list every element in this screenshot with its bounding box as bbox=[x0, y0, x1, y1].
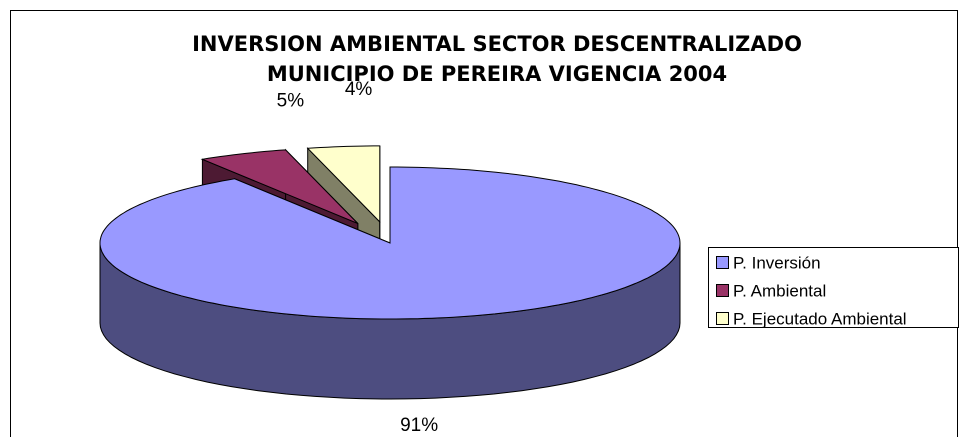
legend-frame bbox=[708, 247, 959, 328]
chart-title: INVERSION AMBIENTAL SECTOR DESCENTRALIZA… bbox=[192, 32, 802, 56]
legend-label: P. Ambiental bbox=[733, 281, 826, 300]
chart-subtitle: MUNICIPIO DE PEREIRA VIGENCIA 2004 bbox=[267, 62, 727, 86]
data-label: 4% bbox=[345, 79, 373, 100]
legend-swatch bbox=[716, 284, 729, 297]
slice-top bbox=[99, 166, 681, 320]
data-label: 91% bbox=[400, 415, 438, 436]
legend-label: P. Inversión bbox=[733, 253, 821, 272]
legend: P. Inversión P. Ambiental P. Ejecutado Amb… bbox=[716, 253, 907, 328]
slice-top bbox=[306, 145, 381, 224]
pie-slice bbox=[99, 166, 681, 400]
legend-label: P. Ejecutado Ambiental bbox=[733, 309, 907, 328]
legend-swatch bbox=[716, 256, 729, 269]
slice-top bbox=[200, 149, 359, 224]
pie: 91% 5% 4% bbox=[99, 79, 681, 436]
legend-swatch bbox=[716, 312, 729, 325]
data-label: 5% bbox=[277, 90, 305, 111]
